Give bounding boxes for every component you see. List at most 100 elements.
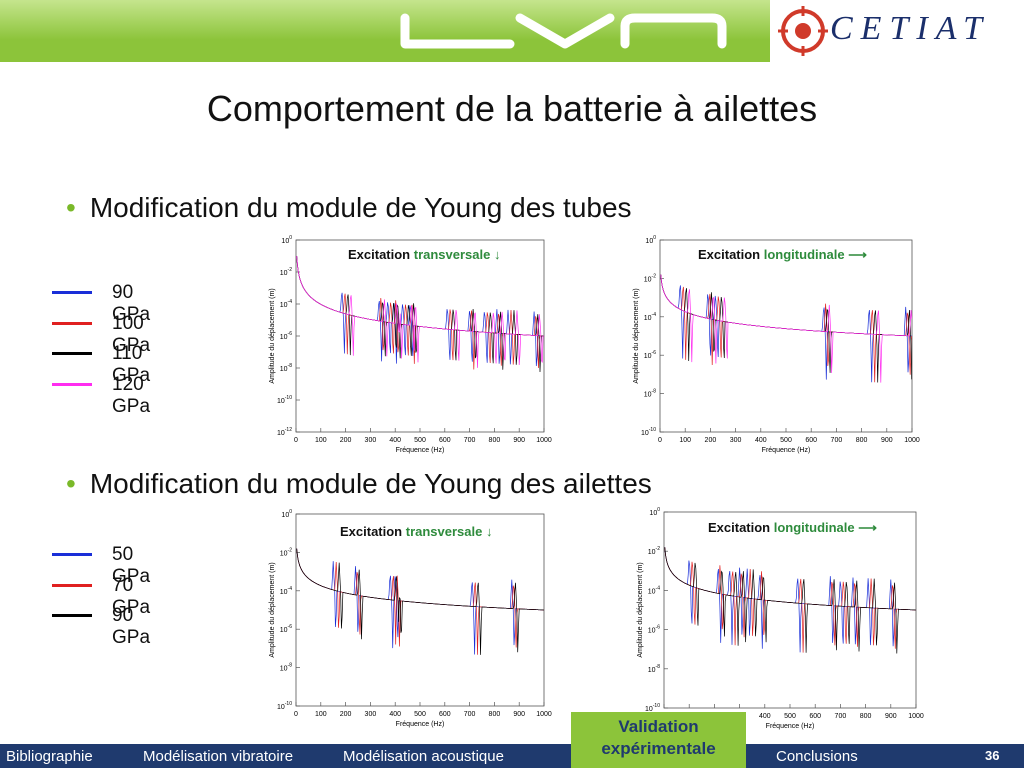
y-tick-label: 100 [281,235,292,245]
y-tick-label: 10-6 [280,624,292,634]
bullet-tubes: • Modification du module de Young des tub… [66,192,632,223]
chart-svg: 100 10-2 10-4 10-6 10-8 10-10 10-120 100 200 300 4… [269,235,552,454]
chart-caption-ailettes-longitudinal: Excitation longitudinale ⟶ [708,520,877,535]
x-axis-label: Fréquence (Hz) [396,721,445,728]
y-tick-label: 10-6 [644,350,656,360]
lva-logo-band [0,0,770,62]
plot-frame [659,239,913,433]
legend-swatch [52,583,92,587]
arrow-down-icon: ↓ [486,524,493,539]
x-tick-label: 900 [885,713,897,720]
y-tick-label: 100 [645,235,656,245]
y-tick-label: 10-6 [648,625,660,635]
bullet-dot-icon: • [66,468,76,499]
chart-ailettes-longitudinal: 10010-210-410-610-810-100100200300400500… [630,498,926,730]
bullet-ailettes: • Modification du module de Young des ail… [66,468,652,499]
cetiat-emblem-icon [778,6,828,56]
chart-svg: 10010-210-410-610-810-100100200300400500… [637,507,924,730]
footer-nav-bar [0,744,1024,768]
bullet-dot-icon: • [66,192,76,223]
nav-conclusions[interactable]: Conclusions [776,748,858,765]
plot-frame [295,239,545,433]
y-tick-label: 10-12 [277,427,292,437]
series-line-120-gpa [660,274,913,383]
cetiat-logo: CETIAT [770,0,1024,62]
legend-swatch [52,553,92,556]
y-tick-label: 10-10 [641,427,656,437]
x-tick-label: 900 [513,711,525,718]
y-axis-label: Amplitude du déplacement (m) [637,562,644,657]
x-tick-label: 700 [831,437,843,444]
x-tick-label: 700 [464,711,476,718]
x-tick-label: 500 [414,437,426,444]
y-tick-label: 10-10 [277,701,292,711]
y-tick-label: 10-2 [280,547,292,557]
nav-bibliographie[interactable]: Bibliographie [6,748,93,765]
y-axis-label: Amplitude du déplacement (m) [269,288,276,383]
y-tick-label: 10-4 [280,586,292,596]
y-tick-label: 10-8 [648,664,660,674]
y-tick-label: 10-8 [644,389,656,399]
arrow-right-icon: ⟶ [848,247,867,262]
x-tick-label: 0 [658,437,662,444]
y-tick-label: 10-4 [280,299,292,309]
legend-swatch [52,321,92,325]
x-tick-label: 400 [755,437,767,444]
x-tick-label: 200 [340,711,352,718]
x-tick-label: 400 [389,437,401,444]
slide-title: Comportement de la batterie à ailettes [206,88,818,129]
x-tick-label: 500 [780,437,792,444]
nav-modelisation-vibratoire[interactable]: Modélisation vibratoire [143,748,294,765]
nav-validation-experimentale[interactable]: Validation expérimentale [571,712,746,768]
x-tick-label: 1000 [908,713,924,720]
x-tick-label: 600 [805,437,817,444]
y-tick-label: 10-2 [648,546,660,556]
x-tick-label: 700 [464,437,476,444]
y-tick-label: 10-4 [644,312,656,322]
page-number: 36 [985,748,1000,763]
chart-ailettes-transversal: 100 10-2 10-4 10-6 10-8 10-10 0 100 200 300 400 500… [262,500,552,732]
x-tick-label: 500 [784,713,796,720]
y-axis-label: Amplitude du déplacement (m) [633,288,640,383]
y-tick-label: 100 [649,507,660,517]
x-tick-label: 800 [856,437,868,444]
x-tick-label: 400 [389,711,401,718]
y-tick-label: 100 [281,509,292,519]
chart-caption-tubes-longitudinal: Excitation longitudinale ⟶ [698,247,867,262]
y-tick-label: 10-2 [280,267,292,277]
x-tick-label: 600 [809,713,821,720]
x-tick-label: 900 [513,437,525,444]
x-tick-label: 400 [759,713,771,720]
y-tick-label: 10-8 [280,663,292,673]
series-line-90-gpa [664,547,916,654]
y-tick-label: 10-10 [645,703,660,713]
y-tick-label: 10-10 [277,395,292,405]
x-tick-label: 800 [489,437,501,444]
cetiat-wordmark: CETIAT [830,10,991,47]
header-banner: CETIAT [0,0,1024,62]
x-axis-label: Fréquence (Hz) [396,447,445,454]
x-tick-label: 1000 [904,437,920,444]
x-tick-label: 900 [881,437,893,444]
chart-tubes-longitudinal: 100 10-2 10-4 10-6 10-8 10-10 0 100 200 300 400 500… [626,226,922,456]
x-tick-label: 800 [489,711,501,718]
x-tick-label: 100 [679,437,691,444]
nav-modelisation-acoustique[interactable]: Modélisation acoustique [343,748,504,765]
x-tick-label: 100 [315,437,327,444]
legend-swatch [52,614,92,617]
arrow-right-icon: ⟶ [858,520,877,535]
y-tick-label: 10-8 [280,363,292,373]
x-tick-label: 800 [860,713,872,720]
legend-swatch [52,291,92,294]
chart-tubes-transversal: 100 10-2 10-4 10-6 10-8 10-10 10-12 0 100 200 300 4… [262,226,552,456]
x-axis-label: Fréquence (Hz) [762,447,811,454]
x-tick-label: 600 [439,711,451,718]
legend-swatch [52,352,92,355]
x-tick-label: 500 [414,711,426,718]
x-tick-label: 200 [340,437,352,444]
lva-logo [400,13,727,49]
chart-caption-ailettes-transversal: Excitation transversale ↓ [340,524,493,539]
y-tick-label: 10-6 [280,331,292,341]
